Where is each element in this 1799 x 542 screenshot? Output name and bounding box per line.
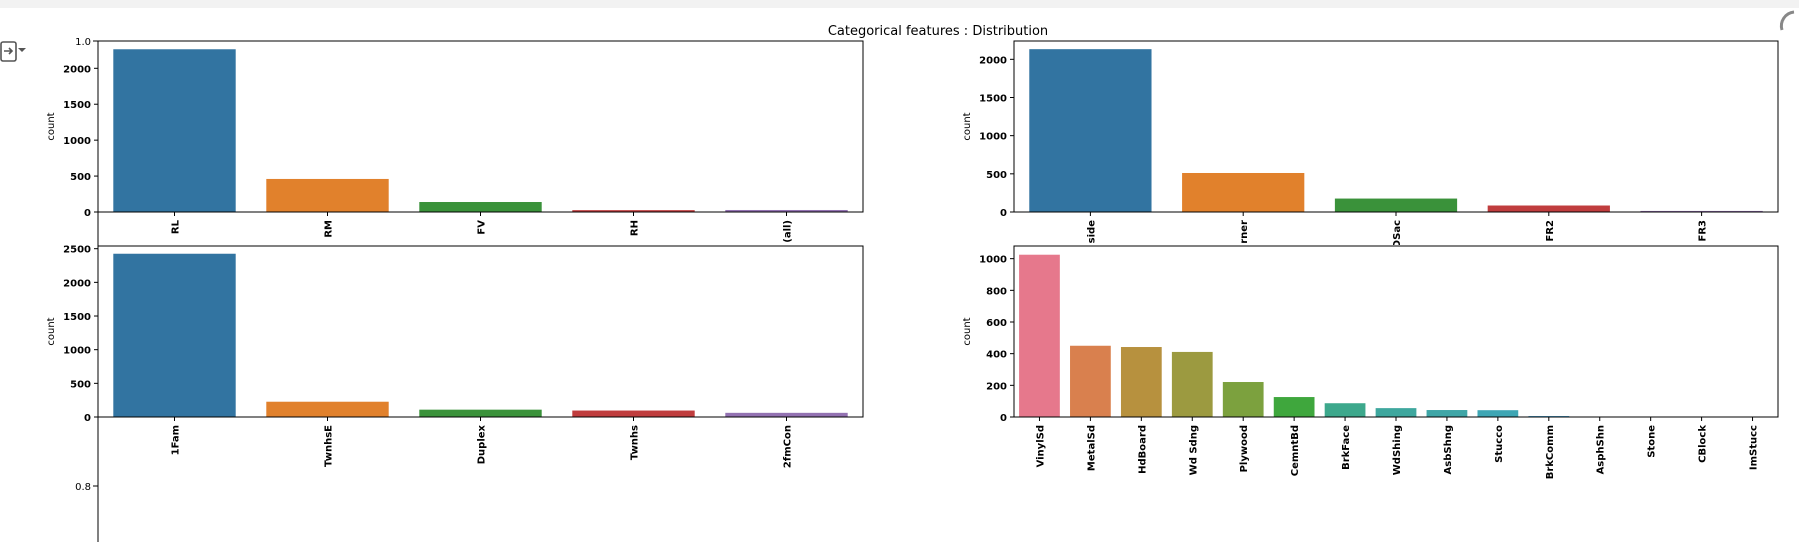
xtick-label: AsphShn: [1596, 425, 1607, 474]
bar-1fam: [113, 253, 236, 417]
xtick-label: AsbShng: [1443, 425, 1454, 474]
xtick-label: FV: [477, 220, 488, 235]
ytick-label: 800: [986, 286, 1007, 297]
ytick-label: 1000: [979, 132, 1007, 143]
bar-twnhse: [266, 401, 389, 417]
chart-panel-3: 0 500 1000 1500 2000 2500 1Fam TwnhsE Duplex Twnh…: [46, 245, 864, 468]
ytick-label: 200: [986, 381, 1007, 392]
bar-asbshng: [1426, 410, 1468, 417]
bar-brkface: [1324, 403, 1366, 417]
ytick-label: 2000: [979, 55, 1007, 66]
ytick-label: 2000: [63, 278, 91, 289]
scrollbar[interactable]: [1778, 8, 1799, 542]
xtick-label: rner: [1239, 220, 1250, 244]
bar-rner: [1182, 172, 1305, 212]
ytick-label: 500: [70, 379, 91, 390]
ytick-label: 1500: [63, 100, 91, 111]
bar-cemntbd: [1273, 397, 1315, 417]
bar-fv: [419, 202, 542, 212]
xtick-label: FR3: [1698, 220, 1709, 242]
chart-panel-2: 0 500 1000 1500 2000 side rner DSac FR2 FR3 count: [962, 40, 1779, 248]
ytick-label: 0: [84, 208, 91, 219]
ytick-label: 2500: [63, 245, 91, 256]
bar-dsac: [1334, 198, 1458, 212]
xtick-label: TwnhsE: [324, 425, 335, 467]
bar-fr2: [1487, 205, 1610, 212]
chart-panel-1: 0 500 1000 1500 2000 RL RM FV RH (all) count: [46, 40, 864, 243]
xtick-label: BrkFace: [1341, 425, 1352, 470]
xtick-label: CemntBd: [1290, 425, 1301, 476]
xtick-label: CBlock: [1698, 425, 1709, 463]
bg-ytick-label-top: 1.0: [75, 37, 91, 48]
ytick-label: 0: [1000, 413, 1007, 424]
bar-plywood: [1222, 382, 1264, 417]
ytick-label: 500: [70, 172, 91, 183]
bar-rh: [572, 210, 695, 212]
bar-wdshing: [1375, 408, 1417, 417]
bar-fr3: [1640, 210, 1763, 212]
bar-rm: [266, 178, 389, 212]
ytick-label: 400: [986, 350, 1007, 361]
figure-suptitle: Categorical features : Distribution: [828, 24, 1048, 39]
xtick-label: Stone: [1647, 425, 1658, 458]
bar-vinylsd: [1019, 254, 1060, 417]
ytick-label: 1000: [979, 255, 1007, 266]
ytick-label: 600: [986, 318, 1007, 329]
background-axis: 1.0 0.8: [75, 37, 99, 542]
bar-hdboard: [1120, 347, 1162, 417]
xtick-label: 1Fam: [171, 425, 182, 455]
bg-ytick-label-mid: 0.8: [75, 482, 91, 493]
xtick-label: side: [1086, 220, 1097, 244]
y-axis-label: count: [46, 317, 57, 345]
ytick-label: 1000: [63, 346, 91, 357]
xtick-label: Stucco: [1494, 425, 1505, 463]
y-axis-label: count: [46, 112, 57, 140]
bar-metalsd: [1070, 345, 1111, 417]
ytick-label: 1500: [63, 312, 91, 323]
bar-wd-sdng: [1171, 351, 1213, 417]
ytick-label: 0: [84, 413, 91, 424]
y-axis-label: count: [962, 112, 973, 140]
y-axis-label: count: [962, 317, 973, 345]
bar-duplex: [419, 409, 542, 417]
xtick-label: Duplex: [477, 424, 488, 464]
ytick-label: 500: [986, 170, 1007, 181]
bar--all-: [725, 209, 848, 212]
xtick-label: Wd Sdng: [1188, 425, 1199, 475]
xtick-label: RM: [324, 220, 335, 238]
xtick-label: RL: [171, 219, 182, 234]
xtick-label: 2fmCon: [783, 425, 794, 468]
bar-stucco: [1477, 410, 1519, 417]
xtick-label: VinylSd: [1035, 425, 1046, 467]
ytick-label: 2000: [63, 64, 91, 75]
bar-rl: [113, 49, 236, 213]
ytick-label: 1000: [63, 136, 91, 147]
xtick-label: MetalSd: [1086, 425, 1097, 471]
bar-side: [1029, 49, 1152, 212]
ytick-label: 1500: [979, 93, 1007, 104]
xtick-label: RH: [630, 220, 641, 236]
output-toggle-icon[interactable]: [0, 40, 26, 64]
chart-panel-4: 0 200 400 600 800 1000 VinylSd MetalSd HdBoard Wd…: [962, 245, 1779, 479]
xtick-label: ImStucc: [1749, 425, 1760, 470]
xtick-label: HdBoard: [1137, 425, 1148, 474]
xtick-label: Plywood: [1239, 425, 1250, 472]
bar-twnhs: [572, 410, 695, 417]
xtick-label: WdShing: [1392, 425, 1403, 475]
xtick-label: FR2: [1545, 220, 1556, 242]
bar-2fmcon: [725, 412, 848, 417]
xtick-label: BrkComm: [1545, 425, 1556, 479]
ytick-label: 0: [1000, 208, 1007, 219]
xtick-label: DSac: [1392, 220, 1403, 248]
xtick-label: (all): [783, 220, 794, 243]
xtick-label: Twnhs: [630, 425, 641, 460]
output-top-bar: [0, 0, 1799, 8]
